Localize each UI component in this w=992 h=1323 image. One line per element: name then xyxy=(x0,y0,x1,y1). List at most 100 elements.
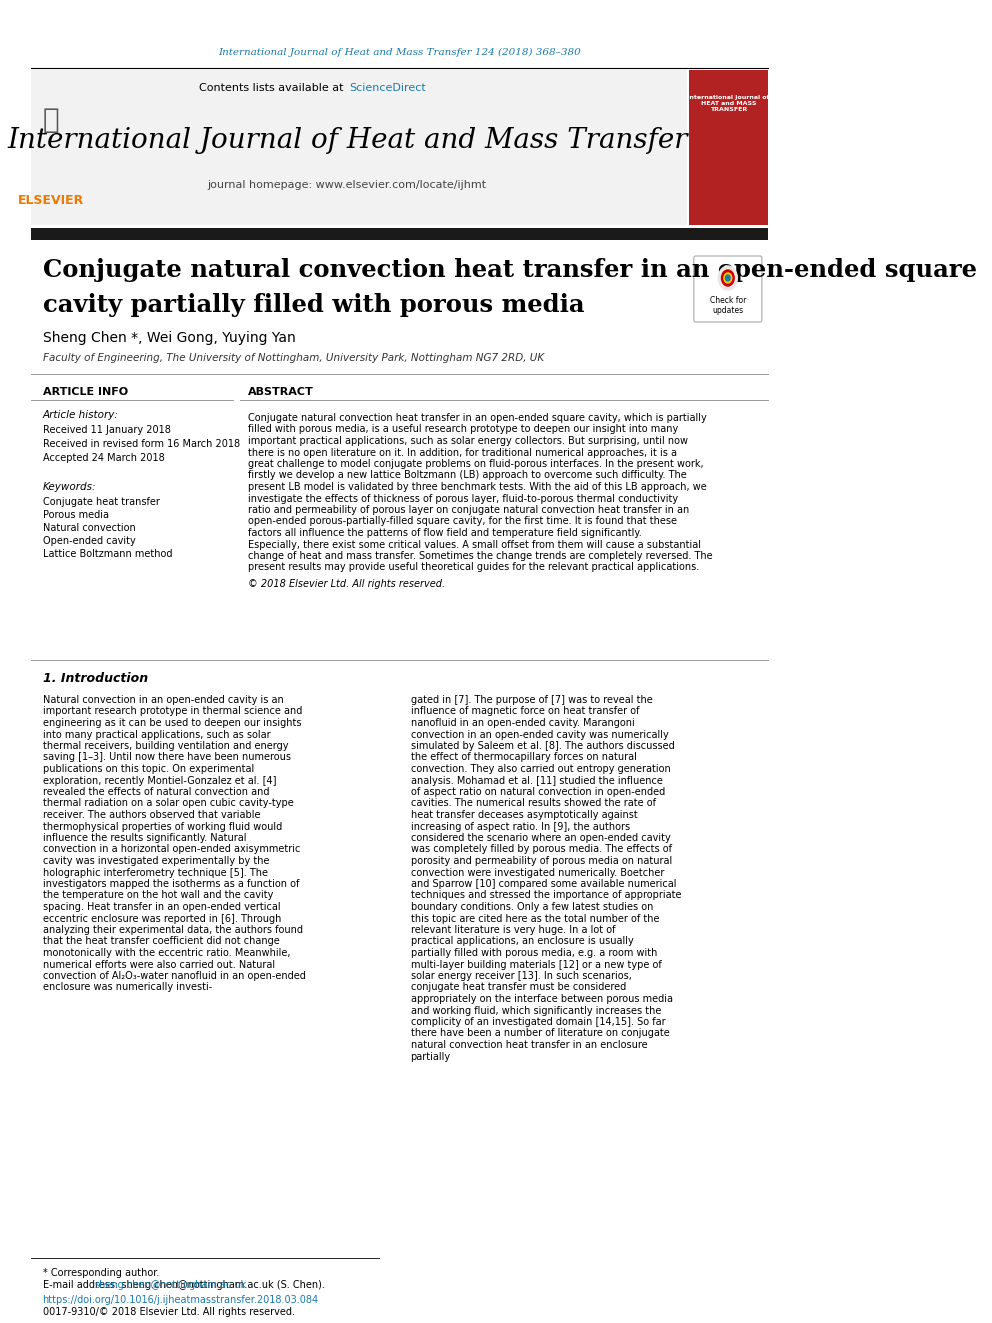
Text: ABSTRACT: ABSTRACT xyxy=(248,388,314,397)
Text: revealed the effects of natural convection and: revealed the effects of natural convecti… xyxy=(43,787,269,796)
Text: investigators mapped the isotherms as a function of: investigators mapped the isotherms as a … xyxy=(43,878,299,889)
Text: 1. Introduction: 1. Introduction xyxy=(43,672,148,684)
Text: journal homepage: www.elsevier.com/locate/ijhmt: journal homepage: www.elsevier.com/locat… xyxy=(207,180,487,191)
Text: heat transfer deceases asymptotically against: heat transfer deceases asymptotically ag… xyxy=(411,810,637,820)
Text: natural convection heat transfer in an enclosure: natural convection heat transfer in an e… xyxy=(411,1040,647,1050)
Text: * Corresponding author.: * Corresponding author. xyxy=(43,1267,159,1278)
Text: Open-ended cavity: Open-ended cavity xyxy=(43,536,135,546)
Text: important research prototype in thermal science and: important research prototype in thermal … xyxy=(43,706,302,717)
Text: Received 11 January 2018: Received 11 January 2018 xyxy=(43,425,171,435)
Text: receiver. The authors observed that variable: receiver. The authors observed that vari… xyxy=(43,810,260,820)
Text: cavities. The numerical results showed the rate of: cavities. The numerical results showed t… xyxy=(411,799,656,808)
Text: firstly we develop a new lattice Boltzmann (LB) approach to overcome such diffic: firstly we develop a new lattice Boltzma… xyxy=(248,471,687,480)
Text: that the heat transfer coefficient did not change: that the heat transfer coefficient did n… xyxy=(43,937,280,946)
Text: Sheng Chen *, Wei Gong, Yuying Yan: Sheng Chen *, Wei Gong, Yuying Yan xyxy=(43,331,296,345)
Text: Accepted 24 March 2018: Accepted 24 March 2018 xyxy=(43,452,165,463)
Text: of aspect ratio on natural convection in open-ended: of aspect ratio on natural convection in… xyxy=(411,787,665,796)
Text: convection were investigated numerically. Boetcher: convection were investigated numerically… xyxy=(411,868,664,877)
FancyBboxPatch shape xyxy=(693,255,762,321)
Text: thermophysical properties of working fluid would: thermophysical properties of working flu… xyxy=(43,822,282,831)
Text: Article history:: Article history: xyxy=(43,410,118,419)
Text: important practical applications, such as solar energy collectors. But surprisin: important practical applications, such a… xyxy=(248,437,688,446)
Text: and working fluid, which significantly increases the: and working fluid, which significantly i… xyxy=(411,1005,661,1016)
Text: influence the results significantly. Natural: influence the results significantly. Nat… xyxy=(43,833,246,843)
Text: nanofluid in an open-ended cavity. Marangoni: nanofluid in an open-ended cavity. Maran… xyxy=(411,718,634,728)
Text: © 2018 Elsevier Ltd. All rights reserved.: © 2018 Elsevier Ltd. All rights reserved… xyxy=(248,579,445,589)
Text: porosity and permeability of porous media on natural: porosity and permeability of porous medi… xyxy=(411,856,672,867)
Text: engineering as it can be used to deepen our insights: engineering as it can be used to deepen … xyxy=(43,718,302,728)
Text: holographic interferometry technique [5]. The: holographic interferometry technique [5]… xyxy=(43,868,268,877)
Text: partially filled with porous media, e.g. a room with: partially filled with porous media, e.g.… xyxy=(411,949,657,958)
Bar xyxy=(31,70,134,225)
Text: solar energy receiver [13]. In such scenarios,: solar energy receiver [13]. In such scen… xyxy=(411,971,632,980)
Text: practical applications, an enclosure is usually: practical applications, an enclosure is … xyxy=(411,937,633,946)
Text: Porous media: Porous media xyxy=(43,509,108,520)
Text: saving [1–3]. Until now there have been numerous: saving [1–3]. Until now there have been … xyxy=(43,753,291,762)
Text: exploration, recently Montiel-Gonzalez et al. [4]: exploration, recently Montiel-Gonzalez e… xyxy=(43,775,276,786)
Text: complicity of an investigated domain [14,15]. So far: complicity of an investigated domain [14… xyxy=(411,1017,666,1027)
Text: thermal receivers, building ventilation and energy: thermal receivers, building ventilation … xyxy=(43,741,288,751)
Text: ScienceDirect: ScienceDirect xyxy=(349,83,426,93)
Text: multi-layer building materials [12] or a new type of: multi-layer building materials [12] or a… xyxy=(411,959,662,970)
Text: Natural convection in an open-ended cavity is an: Natural convection in an open-ended cavi… xyxy=(43,695,284,705)
Text: into many practical applications, such as solar: into many practical applications, such a… xyxy=(43,729,270,740)
Text: there is no open literature on it. In addition, for traditional numerical approa: there is no open literature on it. In ad… xyxy=(248,447,678,458)
Text: Especially, there exist some critical values. A small offset from them will caus: Especially, there exist some critical va… xyxy=(248,540,701,549)
Text: gated in [7]. The purpose of [7] was to reveal the: gated in [7]. The purpose of [7] was to … xyxy=(411,695,653,705)
Text: convection in an open-ended cavity was numerically: convection in an open-ended cavity was n… xyxy=(411,729,669,740)
Text: thermal radiation on a solar open cubic cavity-type: thermal radiation on a solar open cubic … xyxy=(43,799,294,808)
Text: sheng.chen@nottingham.ac.uk: sheng.chen@nottingham.ac.uk xyxy=(94,1279,246,1290)
Text: boundary conditions. Only a few latest studies on: boundary conditions. Only a few latest s… xyxy=(411,902,653,912)
Text: techniques and stressed the importance of appropriate: techniques and stressed the importance o… xyxy=(411,890,682,901)
Text: filled with porous media, is a useful research prototype to deepen our insight i: filled with porous media, is a useful re… xyxy=(248,425,679,434)
Text: E-mail address: sheng.chen@nottingham.ac.uk (S. Chen).: E-mail address: sheng.chen@nottingham.ac… xyxy=(43,1279,324,1290)
Text: open-ended porous-partially-filled square cavity, for the first time. It is foun: open-ended porous-partially-filled squar… xyxy=(248,516,678,527)
Text: ELSEVIER: ELSEVIER xyxy=(18,193,83,206)
Text: influence of magnetic force on heat transfer of: influence of magnetic force on heat tran… xyxy=(411,706,639,717)
Text: convection in a horizontal open-ended axisymmetric: convection in a horizontal open-ended ax… xyxy=(43,844,300,855)
Circle shape xyxy=(721,270,734,286)
Text: cavity partially filled with porous media: cavity partially filled with porous medi… xyxy=(43,292,584,318)
Text: relevant literature is very huge. In a lot of: relevant literature is very huge. In a l… xyxy=(411,925,615,935)
Text: monotonically with the eccentric ratio. Meanwhile,: monotonically with the eccentric ratio. … xyxy=(43,949,290,958)
Text: great challenge to model conjugate problems on fluid-porous interfaces. In the p: great challenge to model conjugate probl… xyxy=(248,459,704,468)
Circle shape xyxy=(718,266,737,290)
Text: the effect of thermocapillary forces on natural: the effect of thermocapillary forces on … xyxy=(411,753,637,762)
Circle shape xyxy=(725,275,730,280)
Text: spacing. Heat transfer in an open-ended vertical: spacing. Heat transfer in an open-ended … xyxy=(43,902,280,912)
Text: Faculty of Engineering, The University of Nottingham, University Park, Nottingha: Faculty of Engineering, The University o… xyxy=(43,353,544,363)
Text: convection. They also carried out entropy generation: convection. They also carried out entrop… xyxy=(411,763,671,774)
Text: 🌳: 🌳 xyxy=(43,106,59,134)
Text: https://doi.org/10.1016/j.ijheatmasstransfer.2018.03.084: https://doi.org/10.1016/j.ijheatmasstran… xyxy=(43,1295,318,1304)
Text: International Journal of
HEAT and MASS
TRANSFER: International Journal of HEAT and MASS T… xyxy=(687,95,770,111)
Text: Natural convection: Natural convection xyxy=(43,523,135,533)
Text: Lattice Boltzmann method: Lattice Boltzmann method xyxy=(43,549,172,560)
Text: analyzing their experimental data, the authors found: analyzing their experimental data, the a… xyxy=(43,925,303,935)
Text: ratio and permeability of porous layer on conjugate natural convection heat tran: ratio and permeability of porous layer o… xyxy=(248,505,689,515)
Text: ARTICLE INFO: ARTICLE INFO xyxy=(43,388,128,397)
Text: eccentric enclosure was reported in [6]. Through: eccentric enclosure was reported in [6].… xyxy=(43,913,281,923)
Text: the temperature on the hot wall and the cavity: the temperature on the hot wall and the … xyxy=(43,890,273,901)
Text: Keywords:: Keywords: xyxy=(43,482,96,492)
Text: considered the scenario where an open-ended cavity: considered the scenario where an open-en… xyxy=(411,833,671,843)
Text: cavity was investigated experimentally by the: cavity was investigated experimentally b… xyxy=(43,856,269,867)
Text: partially: partially xyxy=(411,1052,450,1061)
Text: Contents lists available at: Contents lists available at xyxy=(199,83,347,93)
Text: Conjugate natural convection heat transfer in an open-ended square cavity, which: Conjugate natural convection heat transf… xyxy=(248,413,707,423)
Text: present LB model is validated by three benchmark tests. With the aid of this LB : present LB model is validated by three b… xyxy=(248,482,707,492)
Text: there have been a number of literature on conjugate: there have been a number of literature o… xyxy=(411,1028,670,1039)
Text: factors all influence the patterns of flow field and temperature field significa: factors all influence the patterns of fl… xyxy=(248,528,642,538)
Text: publications on this topic. On experimental: publications on this topic. On experimen… xyxy=(43,763,254,774)
Bar xyxy=(689,70,768,225)
Text: Conjugate natural convection heat transfer in an open-ended square: Conjugate natural convection heat transf… xyxy=(43,258,976,282)
Text: was completely filled by porous media. The effects of: was completely filled by porous media. T… xyxy=(411,844,672,855)
Text: present results may provide useful theoretical guides for the relevant practical: present results may provide useful theor… xyxy=(248,562,699,573)
Text: and Sparrow [10] compared some available numerical: and Sparrow [10] compared some available… xyxy=(411,878,676,889)
Text: this topic are cited here as the total number of the: this topic are cited here as the total n… xyxy=(411,913,659,923)
Text: change of heat and mass transfer. Sometimes the change trends are completely rev: change of heat and mass transfer. Someti… xyxy=(248,550,713,561)
Text: investigate the effects of thickness of porous layer, fluid-to-porous thermal co: investigate the effects of thickness of … xyxy=(248,493,679,504)
Text: appropriately on the interface between porous media: appropriately on the interface between p… xyxy=(411,994,673,1004)
Text: conjugate heat transfer must be considered: conjugate heat transfer must be consider… xyxy=(411,983,626,992)
Circle shape xyxy=(724,273,732,283)
Text: convection of Al₂O₃-water nanofluid in an open-ended: convection of Al₂O₃-water nanofluid in a… xyxy=(43,971,306,980)
